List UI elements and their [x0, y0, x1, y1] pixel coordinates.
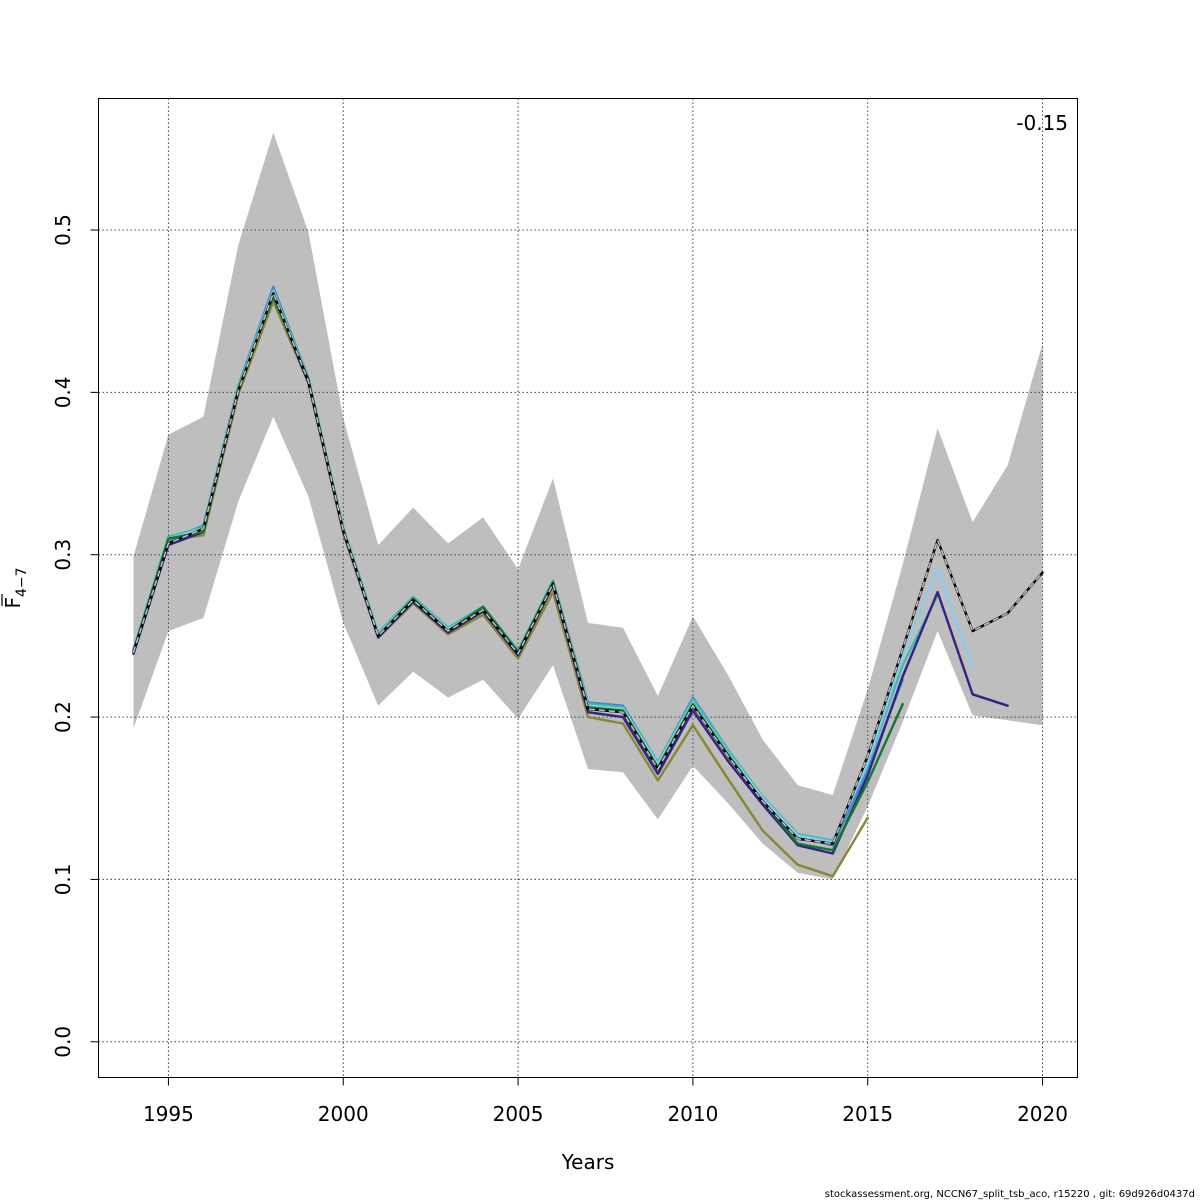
- y-tick-label-0.4: 0.4: [51, 376, 75, 408]
- x-tick-label-2005: 2005: [493, 1102, 544, 1126]
- x-tick-label-2020: 2020: [1017, 1102, 1068, 1126]
- y-tick-label-0.0: 0.0: [51, 1026, 75, 1058]
- svg-text:F4−7: F4−7: [1, 567, 30, 608]
- x-tick-label-2010: 2010: [667, 1102, 718, 1126]
- series-line-8: [132, 292, 1044, 845]
- x-tick-label-2000: 2000: [318, 1102, 369, 1126]
- confidence-band-layer: [133, 132, 1043, 880]
- y-axis-title-sub: 4−7: [14, 567, 30, 597]
- plot-frame: [98, 98, 1078, 1078]
- y-tick-label-0.1: 0.1: [51, 863, 75, 895]
- series-line-1: [132, 300, 869, 878]
- x-axis-title: Years: [561, 1150, 615, 1174]
- x-tick-label-2015: 2015: [842, 1102, 893, 1126]
- grid-layer: [98, 98, 1078, 1078]
- series-layer: [132, 285, 1044, 878]
- x-tick-label-1995: 1995: [143, 1102, 194, 1126]
- y-tick-label-0.3: 0.3: [51, 539, 75, 571]
- y-tick-label-0.5: 0.5: [51, 214, 75, 246]
- y-axis-title: F4−7: [1, 567, 30, 608]
- axis-layer: 1995 2000 2005 2010 2015 2020 0.0 0.1 0.2 0.3 0.4 0…: [51, 214, 1068, 1126]
- footer-credit: stockassessment.org, NCCN67_split_tsb_ac…: [825, 1189, 1195, 1200]
- annotation-value: -0.15: [1016, 111, 1068, 135]
- y-axis-title-main: F: [1, 597, 25, 609]
- confidence-band: [133, 132, 1043, 880]
- y-tick-label-0.2: 0.2: [51, 701, 75, 733]
